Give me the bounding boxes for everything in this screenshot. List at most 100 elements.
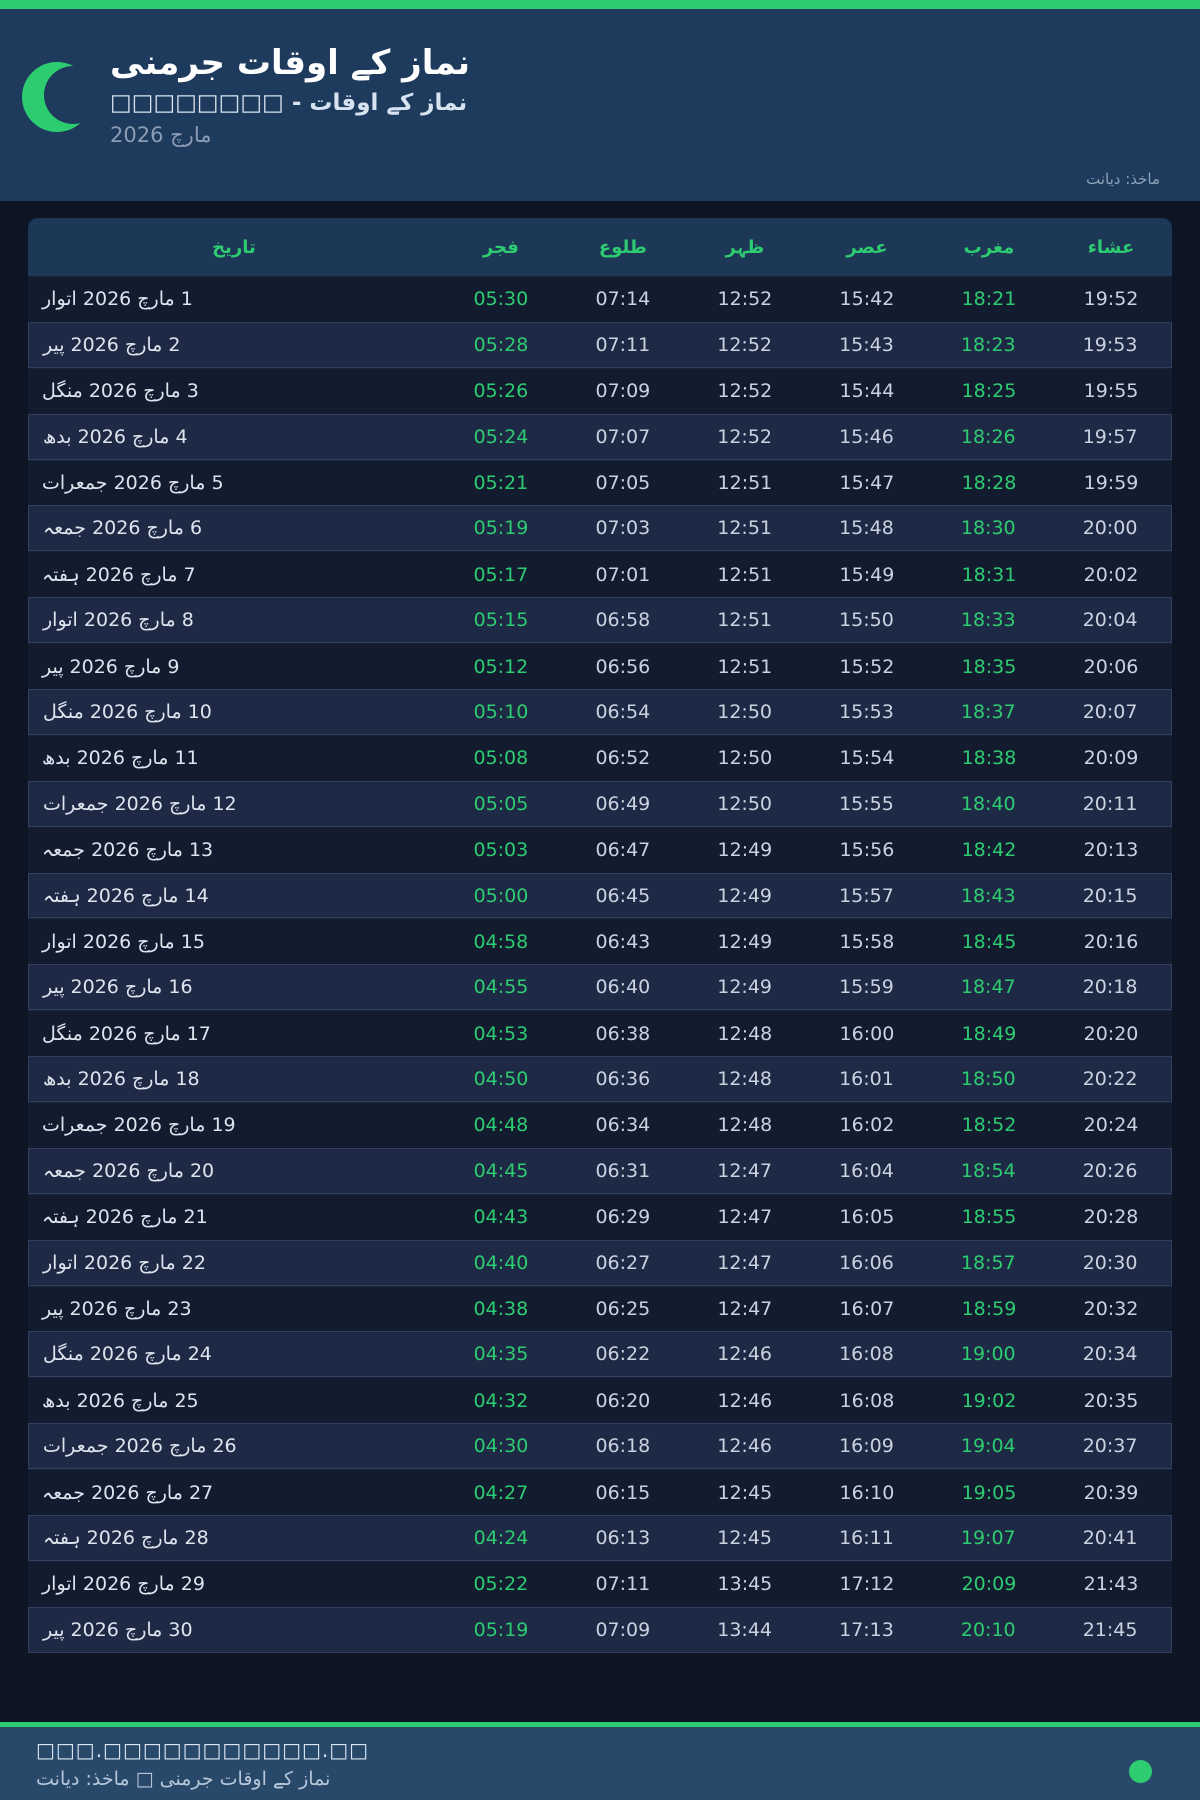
table-row: 7 مارچ 2026 ہفتہ 05:17 07:01 12:51 15:49 18:3…: [28, 551, 1172, 598]
time-cell: 12:47: [717, 1298, 773, 1321]
time-cell: 20:26: [1082, 1159, 1138, 1182]
time-cell: 20:39: [1083, 1481, 1139, 1504]
time-cell: 20:09: [961, 1573, 1017, 1596]
time-cell: 20:35: [1083, 1389, 1139, 1412]
time-cell: 15:44: [839, 380, 895, 403]
time-cell: 18:57: [960, 1251, 1016, 1274]
time-cell: 16:07: [839, 1298, 895, 1321]
time-cell: 15:58: [839, 930, 895, 953]
time-cell: 04:27: [473, 1481, 529, 1504]
time-cell: 17:12: [839, 1573, 895, 1596]
table-row: 26 مارچ 2026 جمعرات 04:30 06:18 12:46 16:09 1…: [28, 1423, 1172, 1470]
date-cell: 8 مارچ 2026 اتوار: [43, 609, 194, 632]
time-cell: 21:45: [1082, 1618, 1138, 1641]
time-cell: 07:14: [595, 288, 651, 311]
time-cell: 06:20: [595, 1389, 651, 1412]
table-row: 8 مارچ 2026 اتوار 05:15 06:58 12:51 15:50 18:…: [28, 597, 1172, 644]
time-cell: 18:55: [961, 1206, 1017, 1229]
date-cell: 25 مارچ 2026 بدھ: [42, 1389, 199, 1412]
time-cell: 06:18: [595, 1435, 651, 1458]
table-row: 9 مارچ 2026 پیر 05:12 06:56 12:51 15:52 18:35…: [28, 643, 1172, 690]
table-row: 12 مارچ 2026 جمعرات 05:05 06:49 12:50 15:55 1…: [28, 780, 1172, 827]
time-cell: 20:34: [1082, 1343, 1138, 1366]
date-cell: 27 مارچ 2026 جمعہ: [42, 1481, 214, 1504]
table-row: 29 مارچ 2026 اتوار 05:22 07:11 13:45 17:12 20…: [28, 1560, 1172, 1607]
table-row: 24 مارچ 2026 منگل 04:35 06:22 12:46 16:08 19:…: [28, 1331, 1172, 1378]
table-row: 14 مارچ 2026 ہفتہ 05:00 06:45 12:49 15:57 18:…: [28, 872, 1172, 919]
time-cell: 15:46: [839, 425, 894, 448]
time-cell: 20:15: [1082, 884, 1138, 907]
date-cell: 30 مارچ 2026 پیر: [43, 1618, 193, 1641]
time-cell: 06:27: [595, 1251, 651, 1274]
time-cell: 06:47: [595, 839, 651, 862]
time-cell: 16:08: [839, 1389, 895, 1412]
time-cell: 20:06: [1083, 655, 1139, 678]
time-cell: 07:05: [595, 472, 651, 494]
date-cell: 4 مارچ 2026 بدھ: [43, 425, 188, 448]
time-cell: 06:49: [595, 792, 651, 815]
time-cell: 13:44: [717, 1618, 773, 1641]
time-cell: 05:12: [473, 655, 529, 678]
time-cell: 18:37: [960, 700, 1016, 723]
time-cell: 16:06: [839, 1251, 894, 1274]
date-cell: 19 مارچ 2026 جمعرات: [42, 1114, 236, 1137]
time-cell: 18:33: [960, 609, 1016, 632]
time-cell: 18:40: [960, 792, 1016, 815]
time-cell: 05:08: [473, 747, 529, 770]
title-block: نماز کے اوقات جرمنی نماز کے اوقات - □□□□…: [110, 42, 470, 147]
time-cell: 05:03: [473, 839, 529, 862]
time-cell: 16:11: [839, 1526, 894, 1549]
time-cell: 20:18: [1082, 976, 1138, 999]
table-row: 4 مارچ 2026 بدھ 05:24 07:07 12:52 15:46 18:26…: [28, 413, 1172, 460]
time-cell: 15:48: [839, 517, 894, 540]
time-cell: 15:59: [839, 976, 894, 999]
time-cell: 04:38: [473, 1298, 529, 1321]
time-cell: 15:50: [839, 609, 894, 632]
page-subtitle: نماز کے اوقات - □□□□□□□□: [110, 89, 468, 116]
time-cell: 16:02: [839, 1114, 895, 1137]
time-cell: 19:57: [1082, 425, 1138, 448]
time-cell: 16:09: [839, 1435, 894, 1458]
time-cell: 05:10: [473, 700, 529, 723]
time-cell: 20:02: [1083, 563, 1139, 586]
date-cell: 23 مارچ 2026 پیر: [42, 1298, 192, 1321]
time-cell: 05:17: [473, 563, 529, 586]
date-cell: 6 مارچ 2026 جمعہ: [43, 517, 203, 540]
date-cell: 29 مارچ 2026 اتوار: [42, 1573, 205, 1596]
time-cell: 20:28: [1083, 1206, 1139, 1229]
time-cell: 12:46: [717, 1435, 773, 1458]
table-row: 13 مارچ 2026 جمعہ 05:03 06:47 12:49 15:56 18:…: [28, 826, 1172, 873]
column-header-1: فجر: [482, 236, 519, 258]
time-cell: 05:26: [473, 380, 529, 403]
time-cell: 19:05: [961, 1481, 1017, 1504]
time-cell: 20:13: [1083, 839, 1139, 862]
time-cell: 19:07: [960, 1526, 1016, 1549]
prayer-times-table: تاریخ فجر طلوع ظہر عصر مغرب عشاء 1 مارچ 2026 ا…: [28, 218, 1172, 1653]
time-cell: 06:31: [595, 1159, 651, 1182]
time-cell: 12:47: [717, 1206, 773, 1229]
table-row: 15 مارچ 2026 اتوار 04:58 06:43 12:49 15:58 18…: [28, 918, 1172, 965]
time-cell: 20:37: [1082, 1435, 1138, 1458]
table-row: 30 مارچ 2026 پیر 05:19 07:09 13:44 17:13 20:1…: [28, 1606, 1172, 1653]
table-row: 3 مارچ 2026 منگل 05:26 07:09 12:52 15:44 18:2…: [28, 367, 1172, 414]
time-cell: 12:49: [717, 884, 773, 907]
time-cell: 12:49: [717, 930, 773, 953]
time-cell: 12:46: [717, 1389, 773, 1412]
time-cell: 15:42: [839, 288, 895, 311]
time-cell: 12:51: [717, 609, 773, 632]
date-cell: 1 مارچ 2026 اتوار: [42, 288, 193, 311]
table-row: 17 مارچ 2026 منگل 04:53 06:38 12:48 16:00 18:…: [28, 1010, 1172, 1057]
time-cell: 20:07: [1082, 700, 1138, 723]
time-cell: 06:45: [595, 884, 651, 907]
table-row: 19 مارچ 2026 جمعرات 04:48 06:34 12:48 16:02 1…: [28, 1102, 1172, 1148]
time-cell: 18:52: [961, 1114, 1017, 1137]
date-cell: 5 مارچ 2026 جمعرات: [42, 472, 224, 494]
date-cell: 7 مارچ 2026 ہفتہ: [42, 563, 196, 586]
time-cell: 12:48: [717, 1068, 773, 1091]
page-title: نماز کے اوقات جرمنی: [110, 43, 471, 83]
table-row: 20 مارچ 2026 جمعہ 04:45 06:31 12:47 16:04 18:…: [28, 1147, 1172, 1194]
time-cell: 18:59: [961, 1298, 1017, 1321]
time-cell: 12:50: [717, 747, 773, 770]
month-label: مارچ 2026: [110, 122, 212, 147]
